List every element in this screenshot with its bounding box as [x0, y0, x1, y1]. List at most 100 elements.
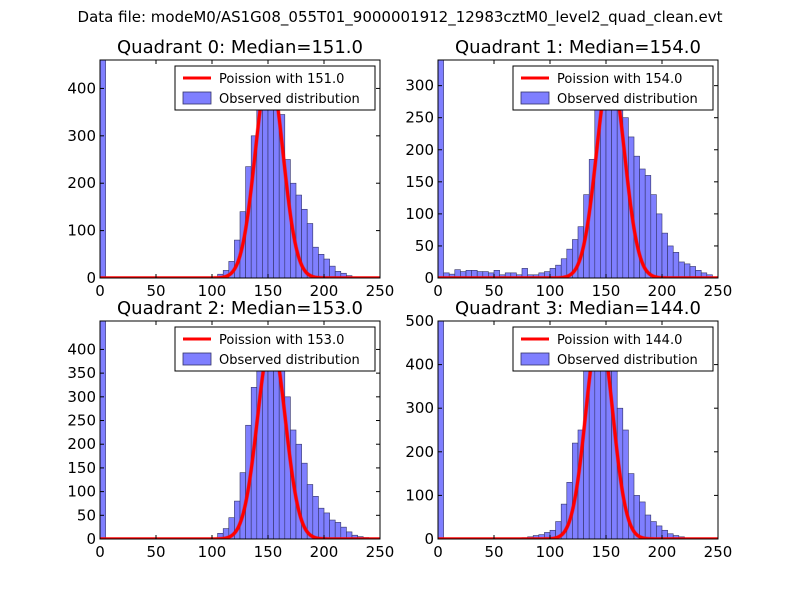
y-tick-label: 200: [405, 141, 434, 159]
x-tick-label: 200: [648, 282, 677, 300]
histogram-bar: [323, 258, 330, 278]
y-tick-label: 200: [67, 174, 96, 192]
plot-area: [438, 321, 718, 539]
x-tick-label: 0: [433, 282, 443, 300]
subplot-0: 0 50 100 150 200 250 0 100 200 300 400 Quadrant 0: …: [67, 37, 394, 300]
subplot-title: Quadrant 2: Median=153.0: [117, 298, 363, 319]
legend-label-observed: Observed distribution: [219, 92, 360, 107]
histogram-bar: [323, 512, 330, 539]
y-tick-label: 400: [405, 356, 434, 374]
y-tick-label: 200: [67, 435, 96, 453]
x-tick-label: 0: [95, 543, 105, 561]
y-tick-label: 50: [415, 237, 434, 255]
x-tick-label: 150: [254, 282, 283, 300]
y-tick-label: 250: [405, 109, 434, 127]
legend: Poission with 154.0 Observed distribution: [512, 65, 714, 111]
legend-label-poisson: Poission with 154.0: [557, 72, 682, 87]
histogram-bar: [650, 521, 657, 539]
legend-bar-swatch: [520, 352, 550, 366]
y-tick-label: 300: [405, 77, 434, 95]
legend: Poission with 151.0 Observed distribution: [174, 65, 376, 111]
histogram-bar: [438, 60, 444, 278]
subplot-2: 0 50 100 150 200 250 0 50 100 150 200 250 300 350 400 Q…: [67, 298, 394, 561]
y-tick-label: 500: [405, 312, 434, 330]
y-tick-label: 400: [67, 79, 96, 97]
axes-frame: [99, 59, 381, 279]
x-tick-label: 100: [198, 543, 227, 561]
legend-bar-swatch: [182, 352, 212, 366]
histogram-bar: [334, 522, 342, 539]
axes-frame: [437, 320, 719, 540]
legend-label-observed: Observed distribution: [557, 353, 698, 368]
histogram-bar: [667, 245, 674, 278]
histogram-bar: [644, 175, 652, 278]
axes-frame: [99, 320, 381, 540]
histogram-bar: [438, 321, 444, 539]
legend-label-observed: Observed distribution: [557, 92, 698, 107]
histogram-bar: [521, 268, 528, 278]
histogram-bar: [644, 514, 652, 539]
subplot-title: Quadrant 3: Median=144.0: [455, 298, 701, 319]
y-tick-label: 50: [77, 506, 96, 524]
histogram-bar: [318, 254, 325, 278]
histogram-bar: [706, 274, 713, 278]
y-tick-label: 300: [405, 399, 434, 417]
x-tick-label: 200: [310, 282, 339, 300]
x-tick-label: 50: [146, 543, 165, 561]
y-tick-label: 0: [86, 530, 96, 548]
x-tick-label: 250: [366, 543, 395, 561]
histogram-bar: [650, 194, 657, 278]
x-tick-label: 100: [536, 282, 565, 300]
legend-label-poisson: Poission with 153.0: [219, 333, 344, 348]
histogram-bar: [100, 60, 106, 278]
x-tick-label: 150: [592, 282, 621, 300]
x-tick-label: 250: [704, 543, 733, 561]
x-tick-label: 150: [592, 543, 621, 561]
y-tick-label: 400: [67, 340, 96, 358]
y-tick-label: 100: [405, 205, 434, 223]
plot-area: [100, 60, 380, 278]
figure-suptitle: Data file: modeM0/AS1G08_055T01_90000019…: [77, 8, 723, 26]
legend-bar-swatch: [520, 91, 550, 105]
y-tick-label: 300: [67, 388, 96, 406]
histogram-bar: [312, 246, 319, 278]
histogram-bar: [267, 349, 274, 539]
y-tick-label: 0: [424, 530, 434, 548]
histogram-bar: [312, 496, 319, 539]
y-tick-label: 100: [67, 222, 96, 240]
legend: Poission with 144.0 Observed distribution: [512, 326, 714, 372]
x-tick-label: 250: [366, 282, 395, 300]
histogram-bar: [633, 155, 640, 278]
x-tick-label: 200: [648, 543, 677, 561]
y-tick-label: 0: [86, 269, 96, 287]
x-tick-label: 100: [536, 543, 565, 561]
y-tick-label: 150: [405, 173, 434, 191]
y-tick-label: 200: [405, 443, 434, 461]
subplot-title: Quadrant 0: Median=151.0: [117, 37, 363, 58]
axes-frame: [437, 59, 719, 279]
histogram-bar: [605, 85, 612, 278]
x-tick-label: 150: [254, 543, 283, 561]
y-tick-label: 100: [405, 486, 434, 504]
legend-label-observed: Observed distribution: [219, 353, 360, 368]
histogram-bar: [661, 232, 668, 278]
subplot-title: Quadrant 1: Median=154.0: [455, 37, 701, 58]
x-tick-label: 0: [95, 282, 105, 300]
y-tick-label: 0: [424, 269, 434, 287]
x-tick-label: 0: [433, 543, 443, 561]
histogram-bar: [672, 252, 680, 278]
subplot-3: 0 50 100 150 200 250 0 100 200 300 400 500 Quadrant …: [405, 298, 732, 561]
poisson-curve: [100, 67, 380, 278]
x-tick-label: 250: [704, 282, 733, 300]
y-tick-label: 150: [67, 459, 96, 477]
x-tick-label: 50: [484, 282, 503, 300]
legend-label-poisson: Poission with 151.0: [219, 72, 344, 87]
x-tick-label: 100: [198, 282, 227, 300]
histogram-bar: [656, 213, 663, 278]
y-tick-label: 250: [67, 412, 96, 430]
x-tick-label: 50: [146, 282, 165, 300]
poisson-curve: [438, 328, 718, 539]
histogram-bar: [639, 501, 646, 539]
